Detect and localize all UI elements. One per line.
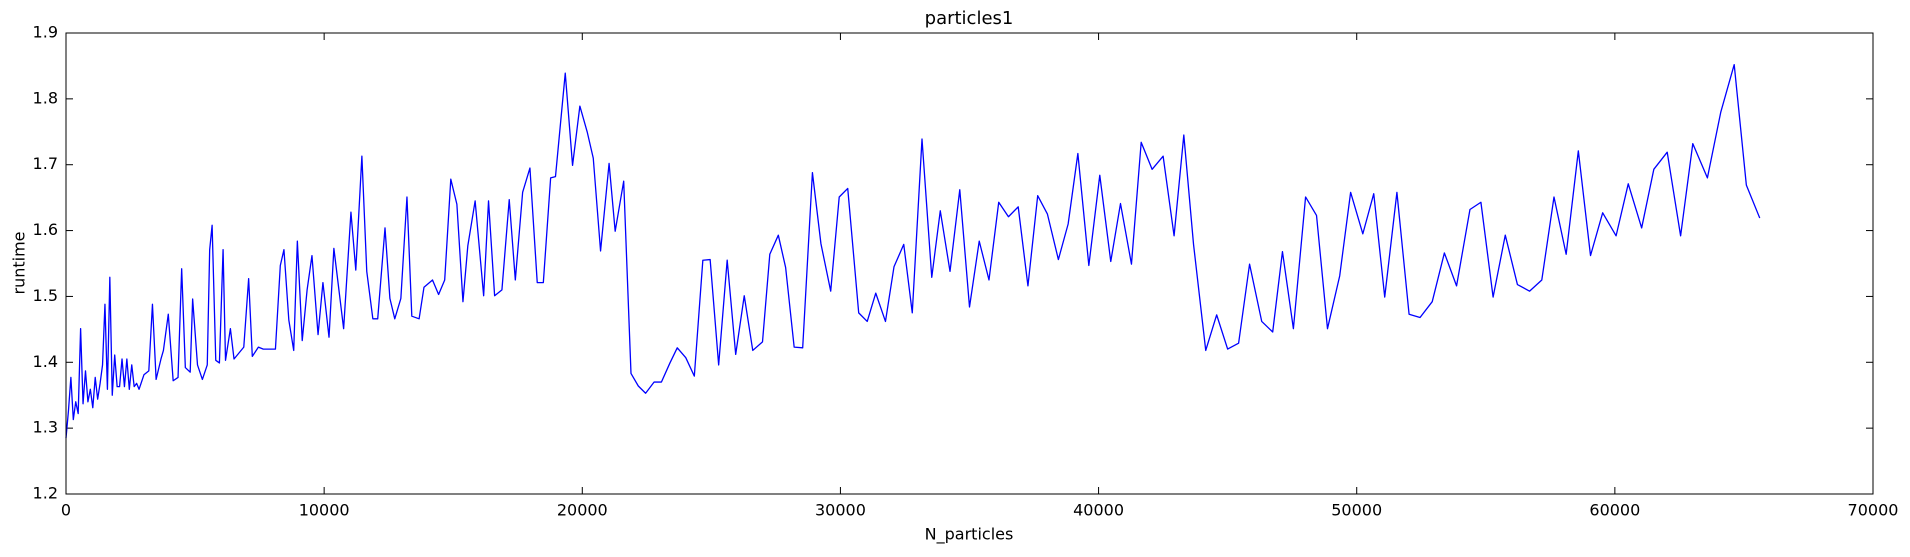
x-tick-label: 60000: [1589, 501, 1640, 520]
x-axis-label: N_particles: [925, 525, 1014, 545]
y-axis-label: runtime: [10, 231, 29, 294]
plot-frame: [65, 32, 1874, 495]
y-tick-label: 1.7: [33, 154, 58, 173]
data-line: [65, 63, 1761, 439]
x-tick-label: 30000: [815, 501, 866, 520]
y-tick-label: 1.3: [33, 418, 58, 437]
y-tick-label: 1.4: [33, 352, 58, 371]
x-tick-label: 40000: [1073, 501, 1124, 520]
y-tick-label: 1.9: [33, 23, 58, 42]
y-tick-label: 1.6: [33, 220, 58, 239]
x-tick-label: 0: [61, 501, 71, 520]
x-tick-label: 50000: [1331, 501, 1382, 520]
chart-title: particles1: [925, 8, 1014, 29]
x-tick-label: 20000: [557, 501, 608, 520]
y-tick-label: 1.8: [33, 88, 58, 107]
x-tick-label: 10000: [299, 501, 350, 520]
y-tick-label: 1.2: [33, 484, 58, 503]
x-tick-label: 70000: [1848, 501, 1899, 520]
y-tick-label: 1.5: [33, 286, 58, 305]
